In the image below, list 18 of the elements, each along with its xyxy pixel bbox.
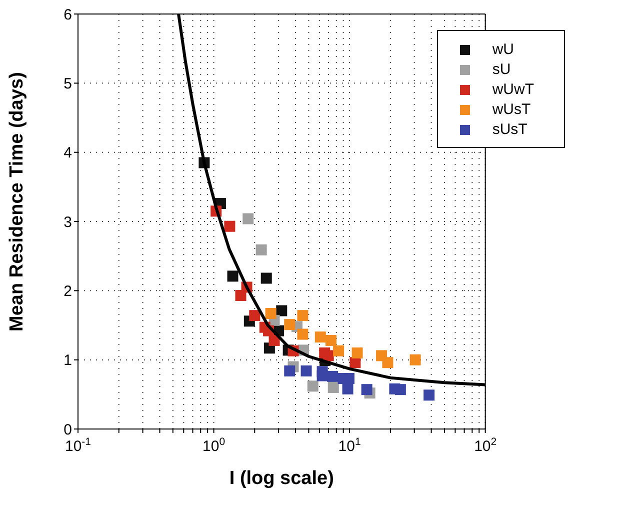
y-tick-label: 1 — [64, 352, 72, 370]
legend-label: wU — [492, 41, 514, 58]
x-tick-label: 10$^{-1}$ — [64, 436, 92, 455]
y-axis-title: Mean Residence Time (days) — [6, 72, 28, 332]
legend-label: sUsT — [492, 121, 528, 138]
y-tick-label: 2 — [64, 282, 72, 300]
x-tick-label: 10$^{2}$ — [474, 436, 497, 455]
legend-label: sU — [492, 61, 511, 78]
legend-label: wUwT — [492, 81, 534, 98]
legend-label: wUsT — [492, 101, 531, 118]
x-axis-title: I (log scale) — [229, 468, 334, 489]
y-tick-label: 0 — [64, 421, 72, 438]
y-tick-label: 3 — [64, 214, 72, 231]
y-tick-label: 6 — [64, 6, 72, 24]
x-tick-label: 10$^{0}$ — [202, 436, 226, 455]
y-tick-label: 5 — [64, 75, 72, 92]
y-tick-label: 4 — [64, 144, 72, 162]
x-tick-label: 10$^{1}$ — [338, 436, 361, 455]
